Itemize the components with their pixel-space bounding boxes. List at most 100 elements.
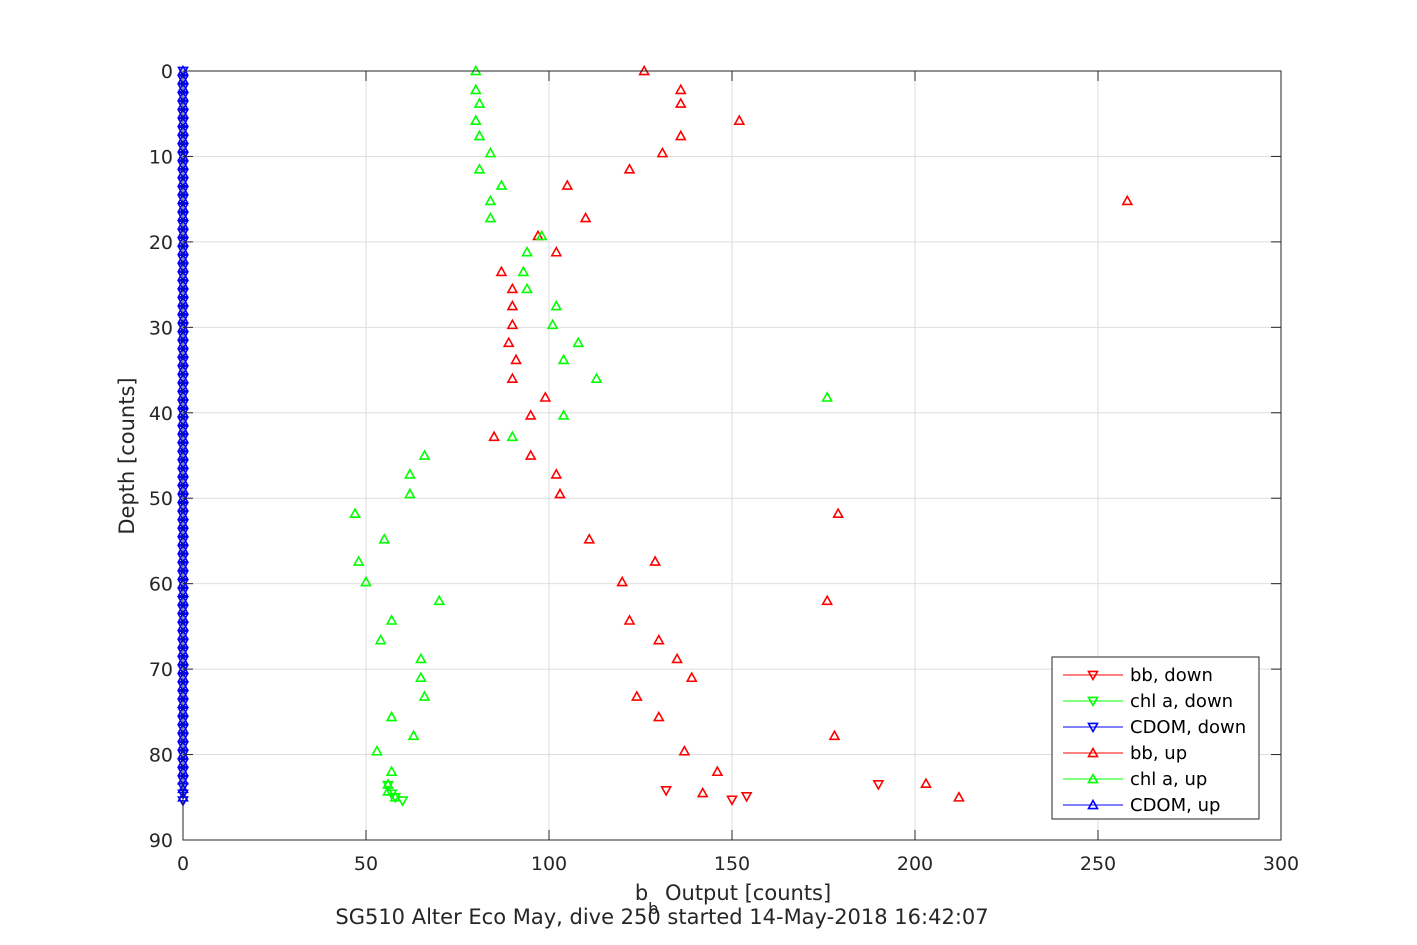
data-point bbox=[828, 729, 841, 741]
x-axis-label-main: b bbox=[635, 881, 648, 905]
data-point bbox=[674, 97, 687, 108]
data-point bbox=[469, 83, 482, 95]
legend-label: bb, up bbox=[1130, 743, 1187, 764]
data-point bbox=[415, 652, 427, 664]
data-point bbox=[484, 194, 497, 206]
series-chl-a-up bbox=[349, 64, 834, 802]
data-point bbox=[652, 633, 665, 645]
data-point bbox=[374, 633, 387, 645]
data-point bbox=[550, 245, 563, 257]
data-point bbox=[349, 507, 361, 519]
legend-marker bbox=[1087, 746, 1099, 758]
data-point bbox=[872, 780, 885, 791]
data-point bbox=[726, 795, 738, 806]
data-point bbox=[473, 129, 486, 141]
data-point bbox=[535, 229, 548, 241]
data-point bbox=[415, 671, 427, 683]
data-point bbox=[572, 336, 585, 348]
data-point bbox=[524, 409, 537, 420]
data-point bbox=[660, 786, 672, 797]
legend-item: bb, up bbox=[1063, 743, 1187, 764]
x-tick-label: 50 bbox=[354, 853, 378, 875]
y-tick-label: 80 bbox=[149, 745, 173, 767]
chart-caption: SG510 Alter Eco May, dive 250 started 14… bbox=[335, 905, 988, 929]
legend-label: chl a, up bbox=[1130, 769, 1207, 790]
y-tick-label: 0 bbox=[161, 61, 173, 83]
data-point bbox=[506, 299, 519, 311]
data-point bbox=[360, 575, 372, 587]
x-axis-label-subscript: b bbox=[648, 899, 658, 918]
data-point bbox=[821, 594, 834, 606]
data-point bbox=[488, 430, 500, 442]
legend-label: CDOM, down bbox=[1130, 717, 1246, 738]
data-point bbox=[557, 353, 570, 365]
y-tick-label: 10 bbox=[149, 146, 173, 168]
y-tick-label: 90 bbox=[149, 830, 173, 852]
data-point bbox=[671, 652, 683, 664]
data-point bbox=[656, 146, 669, 158]
x-tick-label: 200 bbox=[897, 853, 933, 875]
data-point bbox=[378, 533, 391, 544]
data-point bbox=[517, 265, 530, 277]
x-tick-label: 250 bbox=[1080, 853, 1116, 875]
data-point bbox=[623, 614, 636, 625]
x-axis-label-rest: Output [counts] bbox=[658, 881, 831, 905]
data-point bbox=[550, 299, 563, 311]
data-point bbox=[740, 792, 753, 803]
data-point bbox=[616, 575, 629, 587]
y-tick-label: 20 bbox=[149, 232, 173, 254]
data-point bbox=[418, 690, 431, 701]
legend: bb, down chl a, down CDOM, down bb, up chl a… bbox=[1051, 656, 1260, 820]
data-point bbox=[953, 791, 965, 802]
data-point bbox=[389, 791, 402, 802]
data-point bbox=[506, 282, 519, 294]
data-point bbox=[557, 409, 570, 420]
data-point bbox=[433, 594, 446, 606]
x-axis-label: bb Output [counts] bbox=[635, 881, 831, 918]
data-point bbox=[506, 430, 519, 442]
y-tick-label: 50 bbox=[149, 488, 173, 510]
data-point bbox=[352, 555, 365, 566]
data-point bbox=[521, 245, 533, 257]
data-point bbox=[630, 690, 643, 701]
legend-marker bbox=[1087, 772, 1099, 784]
data-point bbox=[469, 114, 482, 125]
data-point bbox=[495, 265, 508, 277]
data-point bbox=[510, 353, 522, 365]
data-point bbox=[711, 765, 724, 777]
data-point bbox=[473, 163, 486, 174]
legend-item: chl a, down bbox=[1063, 691, 1233, 712]
data-point bbox=[404, 468, 416, 479]
data-point bbox=[484, 211, 497, 223]
data-point bbox=[473, 97, 486, 108]
legend-marker bbox=[1087, 798, 1099, 810]
y-tick-label: 60 bbox=[149, 574, 173, 596]
data-point bbox=[920, 777, 932, 789]
data-point bbox=[561, 179, 574, 190]
legend-item: CDOM, up bbox=[1063, 795, 1220, 816]
x-tick-label: 150 bbox=[714, 853, 750, 875]
data-point bbox=[821, 391, 834, 402]
legend-label: bb, down bbox=[1130, 665, 1213, 686]
data-point bbox=[678, 744, 691, 756]
legend-marker bbox=[1087, 670, 1099, 682]
data-point bbox=[385, 765, 398, 777]
data-point bbox=[832, 507, 844, 519]
legend-marker bbox=[1087, 696, 1099, 708]
data-point bbox=[674, 83, 687, 95]
data-point bbox=[546, 318, 559, 330]
data-point bbox=[550, 468, 563, 479]
data-point bbox=[1121, 194, 1134, 206]
legend-item: CDOM, down bbox=[1063, 717, 1246, 738]
y-axis-label: Depth [counts] bbox=[115, 377, 139, 534]
data-point bbox=[506, 318, 519, 330]
series-bb-down bbox=[660, 780, 885, 806]
data-point bbox=[696, 786, 709, 798]
data-point bbox=[674, 129, 687, 141]
y-tick-label: 40 bbox=[149, 403, 173, 425]
legend-item: chl a, up bbox=[1063, 769, 1207, 790]
y-tick-label: 30 bbox=[149, 317, 173, 339]
data-point bbox=[590, 372, 603, 383]
legend-label: chl a, down bbox=[1130, 691, 1233, 712]
data-point bbox=[623, 163, 636, 174]
